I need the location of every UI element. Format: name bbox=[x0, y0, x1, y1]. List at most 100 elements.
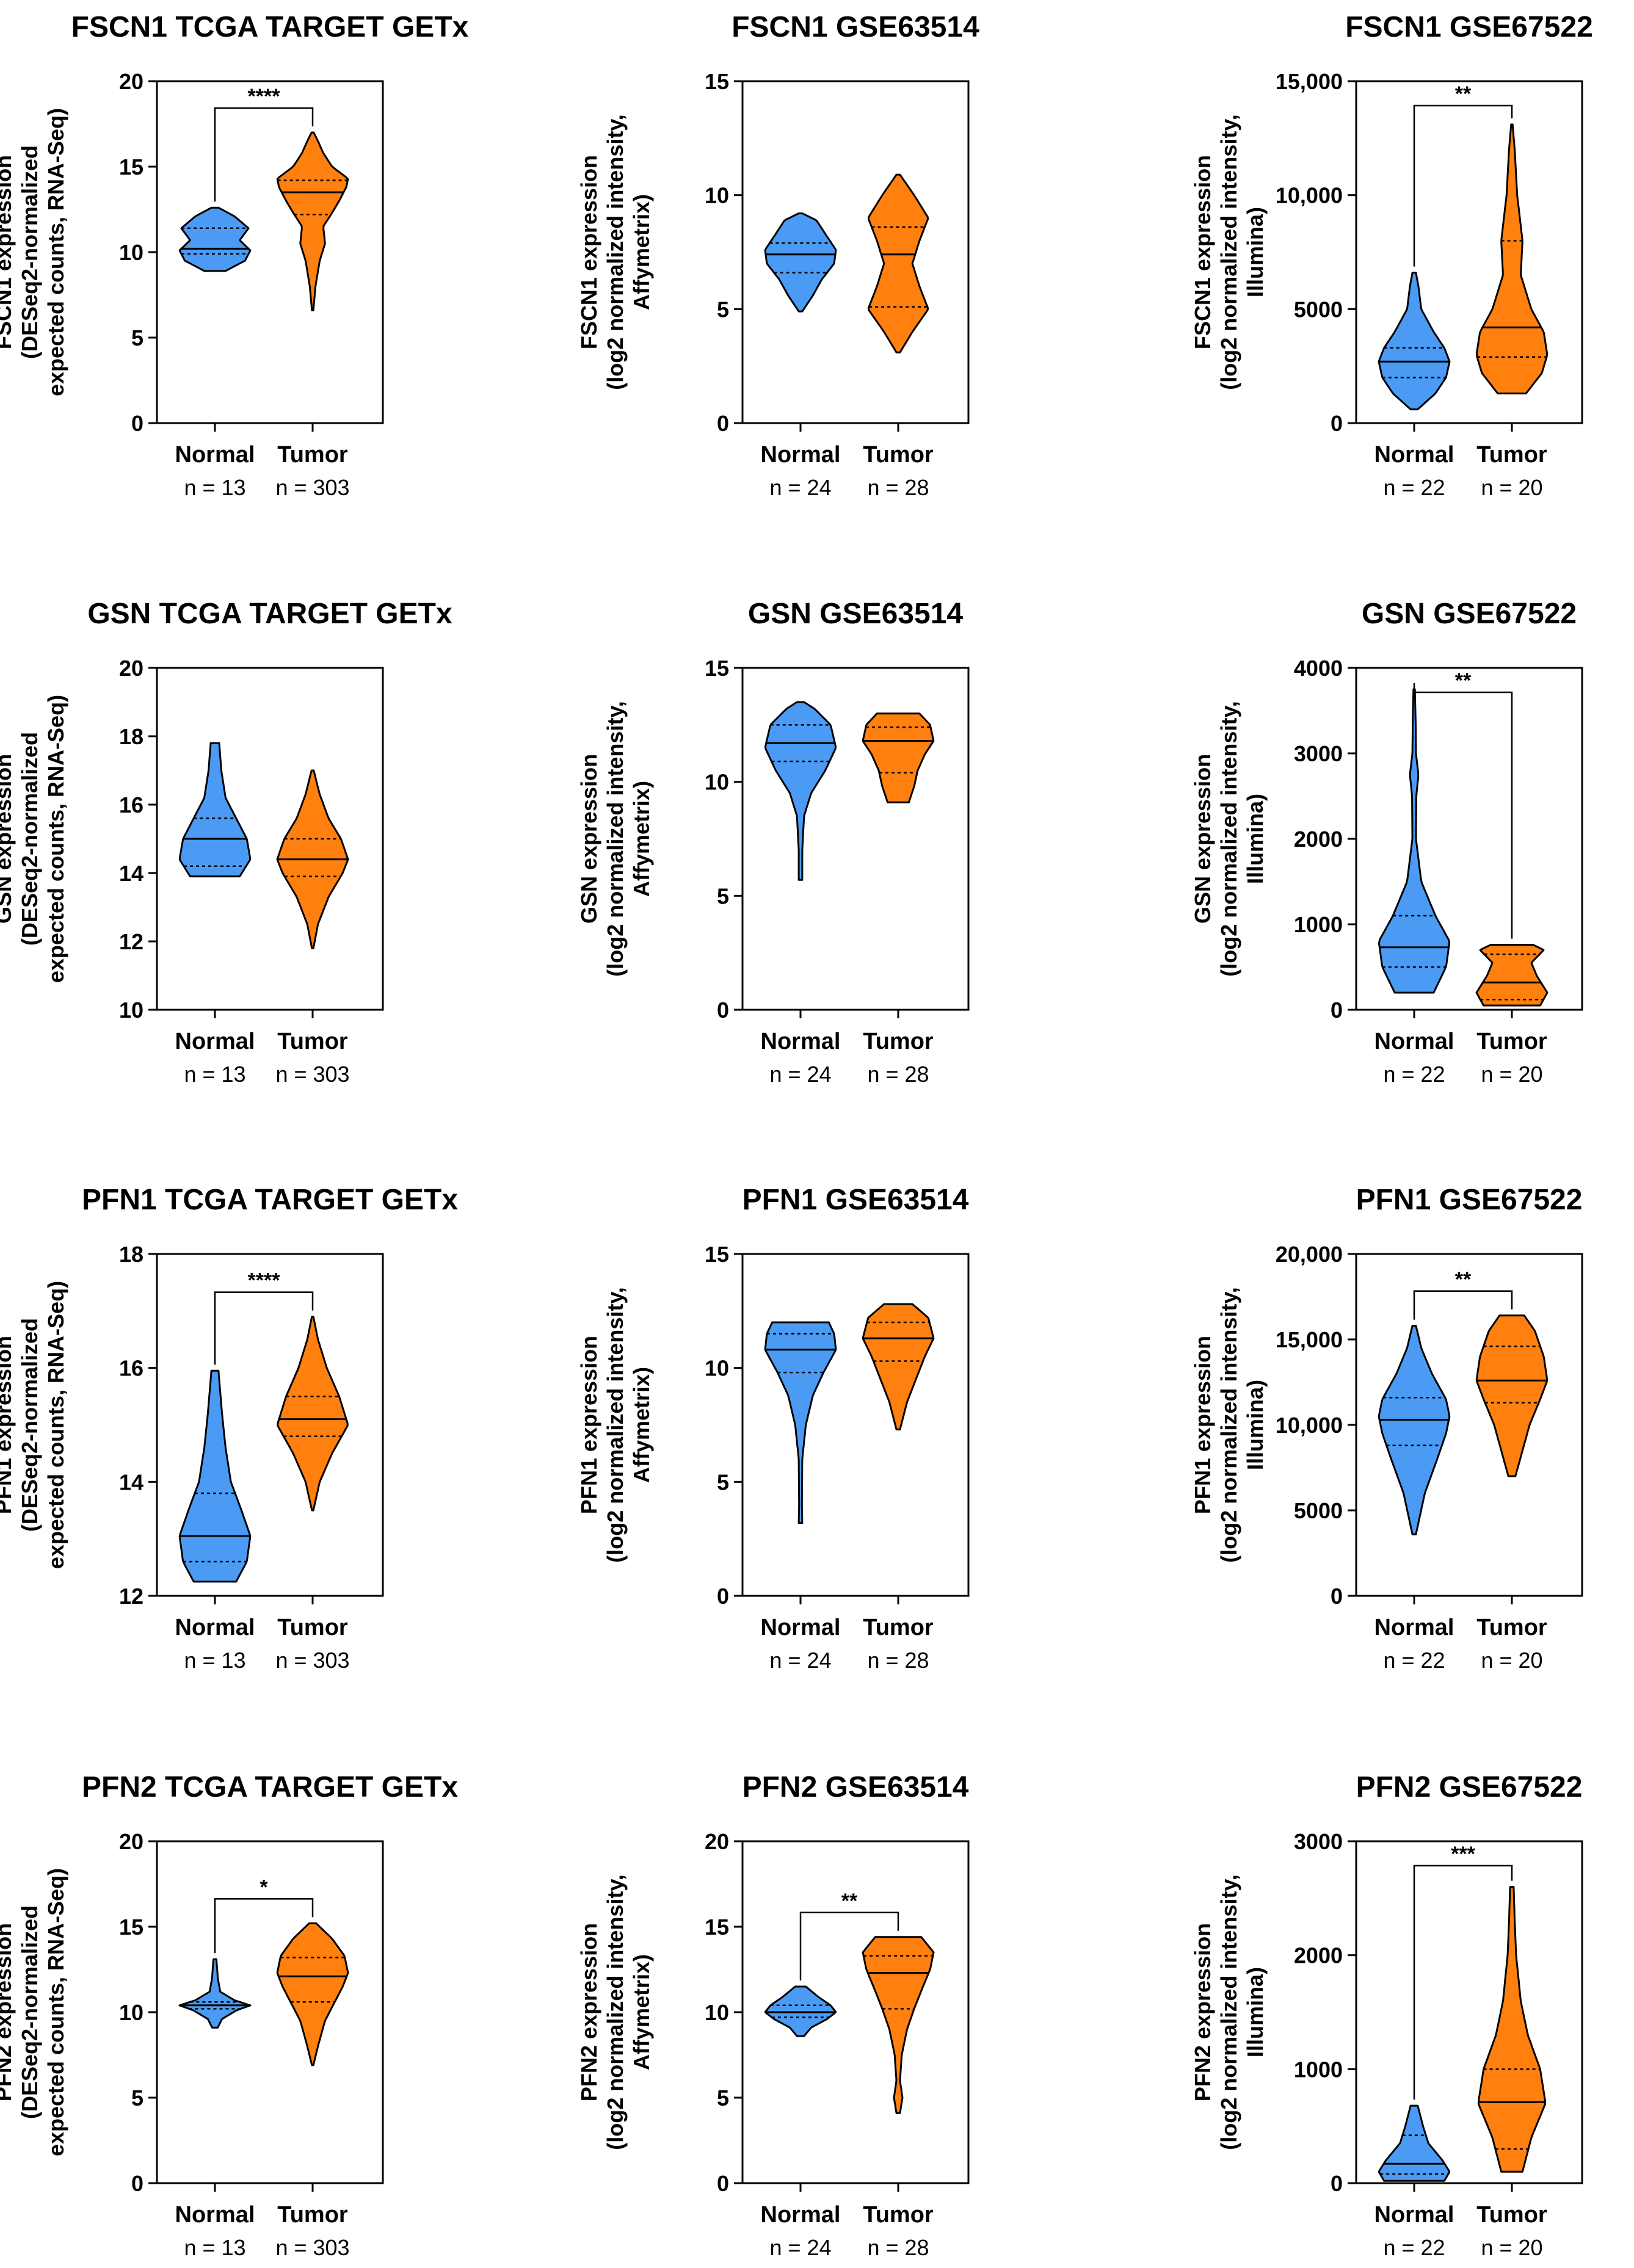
significance-bracket bbox=[1413, 1290, 1513, 1320]
violin-normal bbox=[1378, 2104, 1451, 2182]
sample-size-label: n = 28 bbox=[867, 1648, 929, 1673]
y-tick-label: 10 bbox=[705, 1356, 729, 1381]
significance-stars: ** bbox=[841, 1889, 858, 1913]
y-axis-label-line: GSN expression bbox=[1190, 754, 1215, 924]
y-tick-label: 0 bbox=[131, 2171, 143, 2196]
y-tick-label: 15,000 bbox=[1276, 1327, 1343, 1352]
violin-normal bbox=[764, 212, 837, 313]
violin-tumor bbox=[862, 1936, 935, 2114]
violin-normal bbox=[1378, 1325, 1451, 1535]
panel-title: FSCN1 GSE63514 bbox=[732, 11, 979, 43]
violin-tumor bbox=[276, 1922, 349, 2067]
y-axis-label-line: Affymetrix) bbox=[629, 781, 654, 897]
plot-frame bbox=[741, 1253, 970, 1597]
panel-11: PFN2 GSE67522 PFN2 expression (log2 normal… bbox=[1190, 1771, 1583, 2260]
x-category-label: Normal bbox=[1374, 442, 1454, 468]
y-tick-label: 12 bbox=[119, 929, 143, 954]
y-tick-label: 0 bbox=[1331, 2171, 1343, 2196]
y-axis-label-line: expected counts, RNA-Seq) bbox=[43, 1281, 68, 1569]
y-tick-label: 20,000 bbox=[1276, 1242, 1343, 1267]
violin-normal bbox=[178, 1369, 252, 1583]
significance-bracket bbox=[214, 1898, 314, 1954]
x-category-label: Normal bbox=[1374, 1615, 1454, 1640]
violin-normal bbox=[1378, 272, 1451, 411]
violin-tumor bbox=[867, 173, 929, 353]
y-tick-label: 2000 bbox=[1294, 827, 1343, 852]
y-axis-label-line: FSCN1 expression bbox=[1190, 155, 1215, 349]
y-axis-label-line: (log2 normalized intensity, bbox=[1216, 1874, 1241, 2150]
sample-size-label: n = 13 bbox=[184, 1062, 245, 1087]
panel-title: GSN GSE67522 bbox=[1362, 598, 1577, 630]
y-axis-label-line: (DESeq2-normalized bbox=[17, 732, 42, 946]
y-axis-label-line: Illumina) bbox=[1243, 1967, 1268, 2057]
y-axis-label-line: (DESeq2-normalized bbox=[17, 1905, 42, 2119]
y-tick-label: 5 bbox=[717, 2085, 729, 2110]
y-tick-label: 5 bbox=[717, 1469, 729, 1494]
y-axis-label-line: FSCN1 expression bbox=[576, 155, 601, 349]
y-tick-label: 0 bbox=[717, 2171, 729, 2196]
sample-size-label: n = 13 bbox=[184, 475, 245, 500]
y-axis-label-line: FSCN1 expression bbox=[0, 155, 16, 349]
x-category-label: Tumor bbox=[863, 1615, 934, 1640]
x-category-label: Tumor bbox=[1476, 2202, 1547, 2228]
plot-frame bbox=[1355, 1840, 1583, 2184]
sample-size-label: n = 13 bbox=[184, 2235, 245, 2260]
significance-bracket bbox=[1413, 1864, 1513, 2100]
y-tick-label: 10 bbox=[119, 2000, 143, 2025]
y-axis-label-line: Illumina) bbox=[1243, 1380, 1268, 1470]
y-axis-label-line: Affymetrix) bbox=[629, 194, 654, 310]
sample-size-label: n = 303 bbox=[275, 2235, 349, 2260]
x-category-label: Tumor bbox=[277, 442, 348, 468]
y-axis-label-line: PFN1 expression bbox=[0, 1336, 16, 1514]
y-tick-label: 0 bbox=[717, 411, 729, 436]
y-axis-label: GSN expression (DESeq2-normalized expected… bbox=[0, 695, 68, 983]
y-tick-label: 0 bbox=[1331, 998, 1343, 1023]
y-tick-label: 5000 bbox=[1294, 297, 1343, 322]
y-axis-label: FSCN1 expression (DESeq2-normalized expect… bbox=[0, 108, 68, 396]
y-tick-label: 15 bbox=[705, 69, 729, 94]
panel-title: FSCN1 TCGA TARGET GETx bbox=[71, 11, 469, 43]
significance-stars: ** bbox=[1455, 669, 1472, 692]
y-tick-label: 0 bbox=[717, 998, 729, 1023]
x-category-label: Tumor bbox=[277, 1615, 348, 1640]
sample-size-label: n = 20 bbox=[1481, 1062, 1542, 1087]
x-category-label: Tumor bbox=[1476, 1615, 1547, 1640]
y-tick-label: 0 bbox=[1331, 411, 1343, 436]
y-tick-label: 15,000 bbox=[1276, 69, 1343, 94]
y-tick-label: 5000 bbox=[1294, 1498, 1343, 1523]
violin-normal bbox=[178, 742, 252, 878]
panel-title: PFN1 GSE67522 bbox=[1356, 1184, 1583, 1216]
violin-normal bbox=[178, 206, 252, 272]
y-tick-label: 14 bbox=[119, 1469, 143, 1494]
y-axis-label-line: (DESeq2-normalized bbox=[17, 145, 42, 359]
y-axis-label-line: GSN expression bbox=[576, 754, 601, 924]
panel-title: PFN1 TCGA TARGET GETx bbox=[82, 1184, 458, 1216]
panel-6: PFN1 TCGA TARGET GETx PFN1 expression (DES… bbox=[0, 1184, 458, 1673]
sample-size-label: n = 303 bbox=[275, 475, 349, 500]
significance-stars: * bbox=[260, 1875, 268, 1899]
panel-title: PFN2 GSE63514 bbox=[743, 1771, 969, 1803]
sample-size-label: n = 24 bbox=[769, 475, 831, 500]
y-tick-label: 15 bbox=[705, 656, 729, 681]
y-axis-label: PFN1 expression (DESeq2-normalized expecte… bbox=[0, 1281, 68, 1569]
violin-normal bbox=[764, 1321, 837, 1524]
significance-bracket bbox=[1413, 104, 1513, 267]
panel-5: GSN GSE67522 GSN expression (log2 normaliz… bbox=[1190, 598, 1583, 1087]
panel-title: PFN2 GSE67522 bbox=[1356, 1771, 1583, 1803]
y-axis-label-line: Affymetrix) bbox=[629, 1367, 654, 1483]
panel-1: FSCN1 GSE63514 FSCN1 expression (log2 norm… bbox=[576, 11, 979, 500]
sample-size-label: n = 22 bbox=[1383, 475, 1445, 500]
x-category-label: Normal bbox=[761, 1029, 841, 1054]
significance-bracket bbox=[214, 1291, 314, 1365]
x-category-label: Normal bbox=[1374, 1029, 1454, 1054]
sample-size-label: n = 303 bbox=[275, 1648, 349, 1673]
x-category-label: Normal bbox=[1374, 2202, 1454, 2228]
sample-size-label: n = 28 bbox=[867, 1062, 929, 1087]
x-category-label: Tumor bbox=[1476, 1029, 1547, 1054]
y-axis-label-line: PFN1 expression bbox=[576, 1336, 601, 1514]
x-category-label: Tumor bbox=[1476, 442, 1547, 468]
x-category-label: Normal bbox=[175, 2202, 255, 2228]
violin-tumor bbox=[276, 131, 349, 311]
sample-size-label: n = 22 bbox=[1383, 2235, 1445, 2260]
